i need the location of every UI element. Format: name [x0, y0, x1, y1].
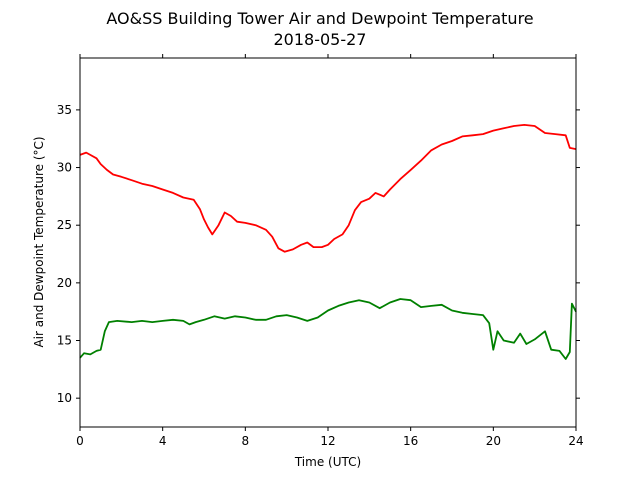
- chart-title: AO&SS Building Tower Air and Dewpoint Te…: [106, 9, 533, 28]
- y-tick-label: 35: [57, 103, 72, 117]
- y-tick-label: 30: [57, 161, 72, 175]
- x-axis-label: Time (UTC): [294, 455, 361, 469]
- x-axis-ticks: 0 4 8 12 16 20 24: [76, 54, 584, 448]
- x-tick-label: 20: [486, 434, 501, 448]
- x-tick-label: 16: [403, 434, 418, 448]
- x-tick-label: 12: [320, 434, 335, 448]
- y-tick-label: 25: [57, 218, 72, 232]
- x-tick-label: 24: [568, 434, 583, 448]
- x-tick-label: 0: [76, 434, 84, 448]
- y-axis-ticks: 10 15 20 25 30 35: [57, 103, 580, 405]
- x-tick-label: 8: [242, 434, 250, 448]
- series-line-2: [79, 298, 577, 360]
- plot-frame: [79, 57, 577, 428]
- series-layer: [79, 124, 577, 360]
- chart-subtitle: 2018-05-27: [274, 30, 367, 49]
- series-line-1: [79, 124, 577, 253]
- y-axis-label: Air and Dewpoint Temperature (°C): [32, 136, 46, 347]
- y-tick-label: 20: [57, 276, 72, 290]
- y-tick-label: 15: [57, 334, 72, 348]
- y-tick-label: 10: [57, 391, 72, 405]
- plot-area: [80, 58, 576, 427]
- x-tick-label: 4: [159, 434, 167, 448]
